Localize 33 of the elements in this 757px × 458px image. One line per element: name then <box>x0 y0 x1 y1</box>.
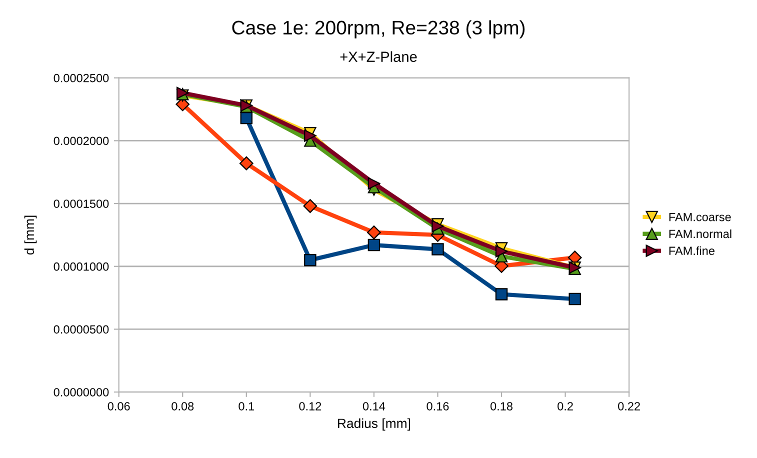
y-tick-label: 0.0002000 <box>54 136 109 146</box>
point <box>239 156 254 170</box>
y-axis-title: d [mm] <box>24 216 37 255</box>
x-tick-label: 0.18 <box>490 402 512 410</box>
point <box>368 238 380 252</box>
point <box>368 177 380 190</box>
x-tick-label: 0.1 <box>238 402 254 410</box>
x-tick-label: 0.12 <box>299 402 322 410</box>
x-tick-label: 0.22 <box>618 402 640 410</box>
y-tick-label: 0.0000500 <box>54 325 109 334</box>
point <box>304 130 316 142</box>
legend-label: FAM.fine <box>669 246 714 256</box>
y-tick-label: 0.0001000 <box>54 262 109 271</box>
x-tick-label: 0.08 <box>172 402 194 410</box>
point <box>568 292 581 306</box>
point <box>367 226 381 240</box>
legend-label: FAM.coarse <box>669 212 731 222</box>
x-tick-label: 0.2 <box>558 402 573 410</box>
chart-title: Case 1e: 200rpm, Re=238 (3 lpm) <box>232 20 525 38</box>
point <box>495 288 508 300</box>
y-tick-label: 0.0001500 <box>54 200 109 208</box>
point <box>495 245 508 258</box>
point <box>432 243 444 256</box>
chart-subtitle: +X+Z-Plane <box>340 51 417 62</box>
x-tick-label: 0.06 <box>108 402 130 410</box>
y-tick-label: 0.0002500 <box>54 74 109 82</box>
y-tick-label: 0.0000000 <box>54 388 109 396</box>
point <box>303 199 318 213</box>
legend-label: FAM.normal <box>669 229 732 238</box>
x-tick-label: 0.14 <box>362 402 386 410</box>
point <box>304 254 316 266</box>
x-axis-title: Radius [mm] <box>338 418 410 431</box>
x-tick-label: 0.16 <box>426 402 449 410</box>
